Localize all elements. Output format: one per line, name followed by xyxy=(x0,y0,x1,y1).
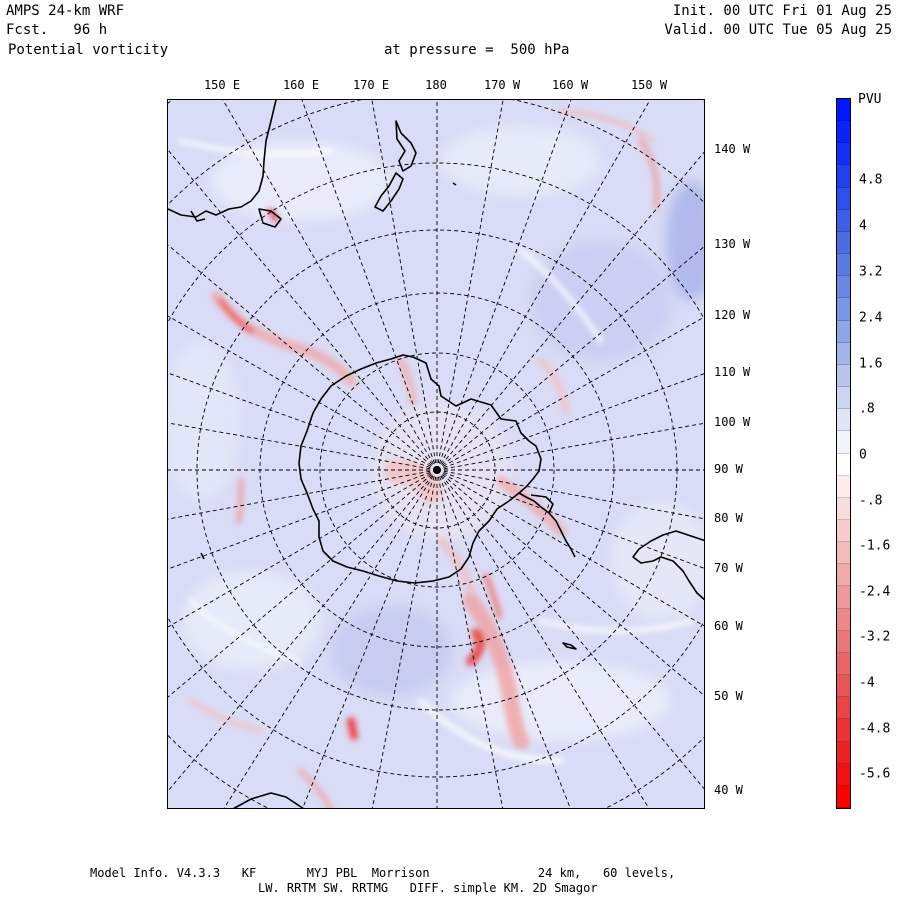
legend-label: 3.2 xyxy=(859,264,883,280)
side-lon-label: 90 W xyxy=(714,462,743,476)
map-canvas xyxy=(168,100,704,808)
side-lon-label: 80 W xyxy=(714,511,743,525)
model-info-line2: LW. RRTM SW. RRTMG DIFF. simple KM. 2D S… xyxy=(258,881,598,895)
legend-label: -4.8 xyxy=(859,721,891,737)
color-legend-bar xyxy=(836,98,851,809)
lon-label: 170 W xyxy=(483,78,521,92)
side-lon-label: 110 W xyxy=(714,365,751,379)
lon-label: 170 E xyxy=(352,78,390,92)
legend-swatch xyxy=(837,99,850,122)
side-lon-label: 50 W xyxy=(714,689,743,703)
legend-swatch xyxy=(837,276,850,299)
legend-label: 1.6 xyxy=(859,356,883,372)
legend-swatch xyxy=(837,630,850,653)
legend-label: -2.4 xyxy=(859,584,891,600)
legend-swatch xyxy=(837,409,850,432)
legend-swatch xyxy=(837,741,850,764)
legend-unit: PVU xyxy=(858,92,882,107)
side-lon-label: 130 W xyxy=(714,237,751,251)
legend-label: 2.4 xyxy=(859,310,883,326)
legend-swatch xyxy=(837,675,850,698)
lon-label: 160 W xyxy=(551,78,589,92)
side-lon-label: 120 W xyxy=(714,308,751,322)
pv-map xyxy=(167,99,705,809)
legend-swatch xyxy=(837,652,850,676)
side-lon-label: 70 W xyxy=(714,561,743,575)
side-lon-label: 40 W xyxy=(714,783,743,797)
pressure-level: at pressure = 500 hPa xyxy=(384,42,570,58)
legend-swatch xyxy=(837,475,850,498)
legend-swatch xyxy=(837,519,850,543)
legend-label: -1.6 xyxy=(859,538,891,554)
legend-swatch xyxy=(837,542,850,565)
side-lon-label: 60 W xyxy=(714,619,743,633)
legend-label: -3.2 xyxy=(859,629,891,645)
init-time: Init. 00 UTC Fri 01 Aug 25 xyxy=(672,3,892,19)
pv-negative-streaks xyxy=(188,108,660,808)
legend-label: -5.6 xyxy=(859,766,891,782)
legend-swatch xyxy=(837,564,850,587)
side-lon-label: 100 W xyxy=(714,415,751,429)
legend-label: -4 xyxy=(859,675,875,691)
legend-label: 4.8 xyxy=(859,172,883,188)
variable-name: Potential vorticity xyxy=(8,42,169,58)
lon-label: 160 E xyxy=(282,78,320,92)
lon-label: 150 E xyxy=(203,78,241,92)
legend-swatch xyxy=(837,763,850,786)
legend-swatch xyxy=(837,165,850,188)
legend-swatch xyxy=(837,121,850,144)
lon-label: 180 xyxy=(425,78,447,92)
legend-swatch xyxy=(837,785,850,808)
legend-swatch xyxy=(837,431,850,454)
legend-swatch xyxy=(837,231,850,255)
legend-swatch xyxy=(837,364,850,388)
legend-swatch xyxy=(837,608,850,631)
legend-swatch xyxy=(837,209,850,232)
legend-swatch xyxy=(837,497,850,520)
legend-swatch xyxy=(837,342,850,365)
lon-label: 150 W xyxy=(630,78,668,92)
pv-field xyxy=(168,126,704,741)
legend-swatch xyxy=(837,298,850,321)
legend-swatch xyxy=(837,697,850,720)
legend-swatch xyxy=(837,254,850,277)
legend-label: -.8 xyxy=(859,493,883,509)
model-info-line1: Model Info. V4.3.3 KF MYJ PBL Morrison 2… xyxy=(90,866,676,880)
legend-label: 0 xyxy=(859,447,867,463)
legend-swatch xyxy=(837,143,850,166)
valid-time: Valid. 00 UTC Tue 05 Aug 25 xyxy=(664,22,892,38)
legend-swatch xyxy=(837,187,850,210)
legend-swatch xyxy=(837,586,850,609)
legend-label: .8 xyxy=(859,401,875,417)
legend-label: 4 xyxy=(859,218,867,234)
legend-swatch xyxy=(837,320,850,343)
legend-swatch xyxy=(837,719,850,742)
model-title: AMPS 24-km WRF xyxy=(6,3,125,19)
legend-swatch xyxy=(837,453,850,476)
coastlines xyxy=(168,100,704,808)
forecast-hour: Fcst. 96 h xyxy=(6,22,108,38)
graticule xyxy=(168,100,704,808)
legend-swatch xyxy=(837,387,850,410)
side-lon-label: 140 W xyxy=(714,142,751,156)
